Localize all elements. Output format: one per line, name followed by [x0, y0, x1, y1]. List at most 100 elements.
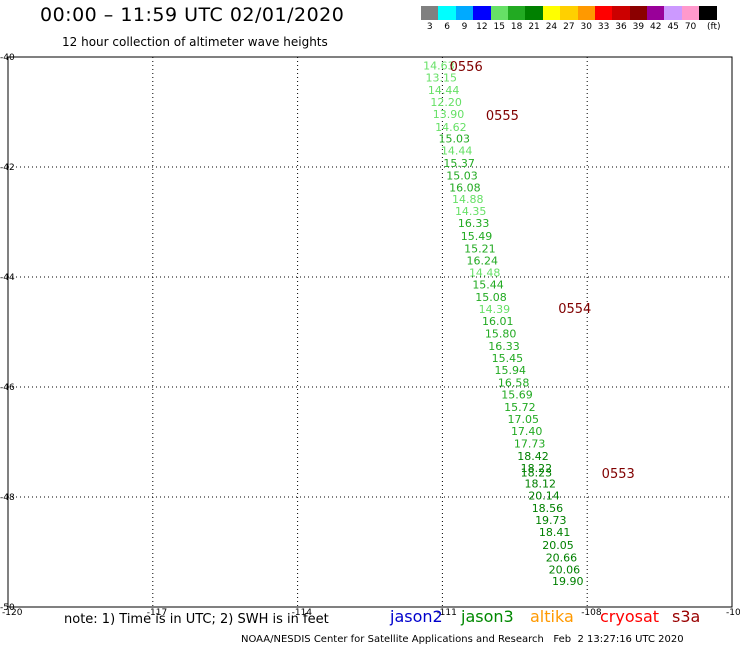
y-tick-label: -50 — [0, 603, 15, 613]
scale-swatch — [473, 6, 491, 20]
x-tick-label: -120 — [2, 608, 23, 618]
mission-jason2: jason2 — [390, 607, 443, 626]
swh-value-label: 16.33 — [458, 217, 490, 230]
scale-swatch — [699, 6, 717, 20]
x-tick-label: -10 — [726, 608, 740, 618]
scale-swatch — [594, 6, 613, 20]
scale-bin: 18 — [507, 6, 526, 32]
scale-bin — [699, 6, 717, 32]
mission-jason3: jason3 — [461, 607, 514, 626]
x-tick-label: -111 — [436, 608, 456, 618]
mission-cryosat: cryosat — [600, 607, 660, 626]
swh-value-label: 18.12 — [524, 477, 556, 490]
scale-bin-label: 33 — [597, 22, 610, 32]
scale-bin: 24 — [542, 6, 561, 32]
scale-bin-label: 15 — [493, 22, 505, 32]
pass-time-label: 0556 — [450, 60, 483, 75]
swh-value-label: 14.48 — [469, 267, 501, 280]
scale-bin-label: 36 — [615, 22, 627, 32]
scale-bin-label: 3 — [426, 22, 433, 32]
swh-value-label: 16.33 — [488, 340, 519, 353]
pass-time-label: 0554 — [558, 302, 591, 317]
scale-bin: 30 — [577, 6, 595, 32]
scale-bin-label: 27 — [563, 22, 575, 32]
swh-value-label: 15.45 — [492, 352, 523, 365]
swh-value-label: 15.08 — [475, 291, 507, 304]
scale-bin-label: 6 — [444, 22, 450, 32]
swh-value-label: 17.40 — [511, 425, 543, 438]
scale-bin-label: 42 — [650, 22, 662, 32]
scale-swatch — [421, 6, 439, 20]
swh-value-label: 20.06 — [549, 564, 581, 577]
scale-swatch — [507, 6, 526, 20]
x-tick-label: -114 — [292, 608, 313, 618]
swh-value-label: 16.08 — [449, 181, 481, 194]
mission-altika: altika — [530, 607, 574, 626]
scale-swatch — [542, 6, 561, 20]
footer-timestamp: Feb 2 13:27:16 UTC 2020 — [553, 634, 684, 645]
swh-value-label: 16.58 — [498, 377, 530, 390]
swh-value-label: 20.05 — [542, 539, 574, 552]
y-tick-label: -46 — [0, 383, 15, 393]
y-tick-label: -48 — [0, 493, 15, 503]
scale-bin-label: 30 — [580, 22, 592, 32]
swh-value-label: 15.03 — [446, 169, 478, 182]
scale-bin: 33 — [594, 6, 613, 32]
scale-bin-label: 45 — [667, 22, 679, 32]
swh-value-label: 20.66 — [546, 552, 578, 565]
swh-value-label: 17.05 — [508, 413, 540, 426]
scale-swatch — [629, 6, 648, 20]
swh-value-label: 16.24 — [467, 255, 499, 268]
scale-bin: 42 — [647, 6, 665, 32]
scale-swatch — [560, 6, 578, 20]
x-tick-label: -108 — [581, 608, 602, 618]
scale-bin: 3 — [421, 6, 439, 32]
note-text: note: 1) Time is in UTC; 2) SWH is in fe… — [64, 612, 329, 627]
swh-value-label: 14.62 — [435, 121, 467, 134]
swh-value-label: 13.90 — [433, 108, 465, 121]
footer-credit: NOAA/NESDIS Center for Satellite Applica… — [241, 634, 684, 645]
swh-value-label: 18.23 — [521, 466, 553, 479]
scale-swatch — [647, 6, 665, 20]
swh-value-label: 19.90 — [552, 575, 584, 588]
swh-value-label: 15.72 — [504, 401, 536, 414]
scale-swatch — [490, 6, 508, 20]
swh-value-label: 15.37 — [443, 157, 475, 170]
scale-swatch — [455, 6, 474, 20]
scale-unit-label: (ft) — [707, 22, 721, 32]
swh-value-label: 15.44 — [472, 279, 504, 292]
scale-bin: 15 — [490, 6, 508, 32]
swh-value-label: 14.44 — [428, 84, 460, 97]
swh-value-label: 15.49 — [461, 230, 493, 243]
y-tick-label: -44 — [0, 273, 15, 283]
swh-value-label: 20.14 — [528, 489, 560, 502]
scale-bin-label: 24 — [545, 22, 558, 32]
x-tick-label: -117 — [147, 608, 167, 618]
scale-bin: 39 — [629, 6, 648, 32]
scale-bin: 27 — [560, 6, 578, 32]
swh-value-label: 14.63 — [423, 59, 455, 72]
swh-value-label: 15.94 — [495, 364, 527, 377]
y-tick-label: -42 — [0, 163, 15, 173]
swh-value-label: 15.69 — [501, 389, 533, 402]
swh-value-label: 13.15 — [426, 71, 458, 84]
swh-value-label: 15.03 — [439, 132, 471, 145]
swh-value-label: 18.22 — [521, 462, 553, 475]
scale-bin: 36 — [612, 6, 630, 32]
scale-bin-label: 18 — [510, 22, 523, 32]
scale-bin: 12 — [473, 6, 491, 32]
scale-swatch — [612, 6, 630, 20]
color-scale-legend: 3 6 9 12 15 18 21 24 27 30 33 36 39 42 45 70 — [421, 6, 717, 32]
scale-swatch — [664, 6, 682, 20]
chart-subtitle: 12 hour collection of altimeter wave hei… — [62, 35, 328, 49]
swh-value-label: 18.41 — [539, 526, 571, 539]
scale-bin-label: 21 — [528, 22, 540, 32]
scale-bin: 6 — [438, 6, 456, 32]
scale-swatch — [681, 6, 700, 20]
swh-value-label: 19.73 — [535, 514, 567, 527]
swh-value-label: 18.56 — [532, 502, 564, 515]
scale-bin: 70 — [681, 6, 700, 32]
scale-bin: 45 — [664, 6, 682, 32]
y-tick-label: -40 — [0, 53, 15, 63]
